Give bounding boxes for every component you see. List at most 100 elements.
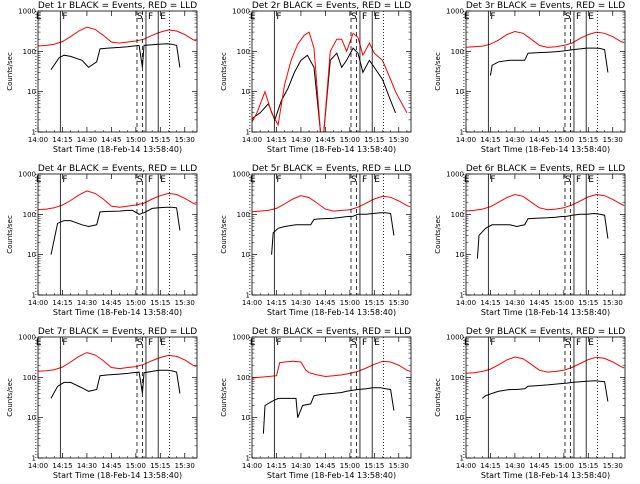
x-tick-label: 14:45: [315, 462, 335, 470]
time-marker-label: E: [464, 338, 470, 348]
x-axis-label: Start Time (18-Feb-14 13:58:40): [267, 308, 396, 317]
time-marker-label: F: [362, 12, 367, 22]
x-tick-label: 14:00: [28, 299, 48, 307]
x-tick-label: 14:15: [266, 136, 286, 144]
x-tick-label: 14:45: [529, 299, 549, 307]
time-marker-label: E: [36, 338, 42, 348]
x-tick-label: 15:30: [389, 136, 409, 144]
time-marker-label: E: [588, 12, 594, 22]
y-axis-label: Counts/sec: [6, 215, 14, 254]
time-marker-label: F: [276, 175, 281, 185]
panel-8: Det 8r BLACK = Events, RED = LLD Counts/s…: [220, 327, 412, 480]
y-tick-label: 100: [451, 48, 464, 56]
x-tick-label: 15:30: [389, 299, 409, 307]
y-tick-label: 100: [23, 211, 36, 219]
y-tick-label: 100: [451, 211, 464, 219]
series-lld: [38, 26, 197, 47]
x-tick-label: 15:30: [175, 462, 195, 470]
time-marker-label: F: [490, 12, 495, 22]
series-lld: [38, 352, 197, 372]
x-tick-label: 14:30: [291, 462, 311, 470]
panel-2: Det 2r BLACK = Events, RED = LLD Counts/s…: [220, 1, 412, 154]
time-marker-label: F: [576, 338, 581, 348]
y-tick-label: 10: [241, 251, 250, 259]
time-marker-label: F: [62, 12, 67, 22]
y-axis-label: Counts/sec: [6, 378, 14, 417]
y-tick-label: 1: [32, 455, 36, 463]
panel-title: Det 8r BLACK = Events, RED = LLD: [252, 327, 411, 337]
time-marker-label: E: [588, 338, 594, 348]
y-tick-label: 1: [32, 292, 36, 300]
time-marker-label: F: [490, 338, 495, 348]
x-tick-label: 15:30: [603, 462, 623, 470]
plot-frame: [37, 173, 198, 296]
y-tick-label: 10: [241, 414, 250, 422]
time-marker-label: F: [148, 175, 153, 185]
x-tick-label: 15:15: [364, 462, 384, 470]
time-marker-label: S: [351, 12, 357, 22]
y-tick-label: 10: [27, 251, 36, 259]
time-marker-label: S: [137, 12, 143, 22]
series-lld: [38, 190, 197, 211]
x-tick-label: 14:00: [242, 462, 262, 470]
time-marker-label: F: [362, 338, 367, 348]
y-tick-label: 100: [237, 211, 250, 219]
y-tick-label: 1: [246, 129, 250, 137]
plot-frame: [465, 10, 626, 133]
x-tick-label: 15:15: [150, 136, 170, 144]
x-tick-label: 14:15: [266, 462, 286, 470]
series-events: [271, 212, 395, 255]
series-lld: [466, 193, 625, 212]
x-tick-label: 15:30: [175, 136, 195, 144]
series-lld: [466, 30, 625, 48]
x-tick-label: 14:45: [529, 136, 549, 144]
y-tick-label: 1: [246, 292, 250, 300]
series-lld: [252, 31, 408, 132]
y-tick-label: 10: [27, 414, 36, 422]
time-marker-label: F: [148, 12, 153, 22]
y-axis-label: Counts/sec: [220, 378, 228, 417]
panel-title: Det 6r BLACK = Events, RED = LLD: [466, 164, 625, 174]
time-marker-label: F: [148, 338, 153, 348]
series-events: [481, 380, 609, 402]
x-tick-label: 14:00: [456, 299, 476, 307]
x-axis-label: Start Time (18-Feb-14 13:58:40): [267, 145, 396, 154]
x-tick-label: 14:30: [505, 299, 525, 307]
time-marker-label: E: [36, 175, 42, 185]
series-events: [50, 43, 181, 70]
plot-frame: [465, 336, 626, 459]
x-tick-label: 14:00: [28, 136, 48, 144]
series-events: [476, 212, 609, 259]
time-marker-label: E: [250, 175, 256, 185]
panel-title: Det 9r BLACK = Events, RED = LLD: [466, 327, 625, 337]
panel-title: Det 2r BLACK = Events, RED = LLD: [252, 1, 411, 11]
x-tick-label: 14:30: [291, 136, 311, 144]
x-tick-label: 14:30: [77, 299, 97, 307]
y-tick-label: 100: [23, 374, 36, 382]
y-tick-label: 100: [237, 374, 250, 382]
x-tick-label: 14:00: [28, 462, 48, 470]
series-events: [252, 47, 396, 132]
x-tick-label: 15:30: [175, 299, 195, 307]
time-marker-label: F: [62, 338, 67, 348]
time-marker-label: S: [565, 338, 571, 348]
y-tick-label: 1: [32, 129, 36, 137]
panel-4: Det 4r BLACK = Events, RED = LLD Counts/s…: [6, 164, 198, 317]
series-events: [262, 387, 395, 434]
time-marker-label: E: [36, 12, 42, 22]
x-tick-label: 14:15: [480, 462, 500, 470]
x-tick-label: 14:30: [505, 462, 525, 470]
x-tick-label: 14:00: [456, 136, 476, 144]
y-axis-label: Counts/sec: [434, 215, 442, 254]
x-tick-label: 15:15: [578, 462, 598, 470]
series-lld: [252, 360, 411, 379]
panel-title: Det 7r BLACK = Events, RED = LLD: [38, 327, 197, 337]
x-tick-label: 15:00: [340, 136, 360, 144]
panel-6: Det 6r BLACK = Events, RED = LLD Counts/s…: [434, 164, 626, 317]
plot-frame: [37, 336, 198, 459]
x-tick-label: 15:15: [150, 462, 170, 470]
time-marker-label: E: [464, 175, 470, 185]
y-tick-label: 1000: [232, 334, 250, 342]
time-marker-label: S: [137, 175, 143, 185]
series-events: [490, 47, 609, 76]
